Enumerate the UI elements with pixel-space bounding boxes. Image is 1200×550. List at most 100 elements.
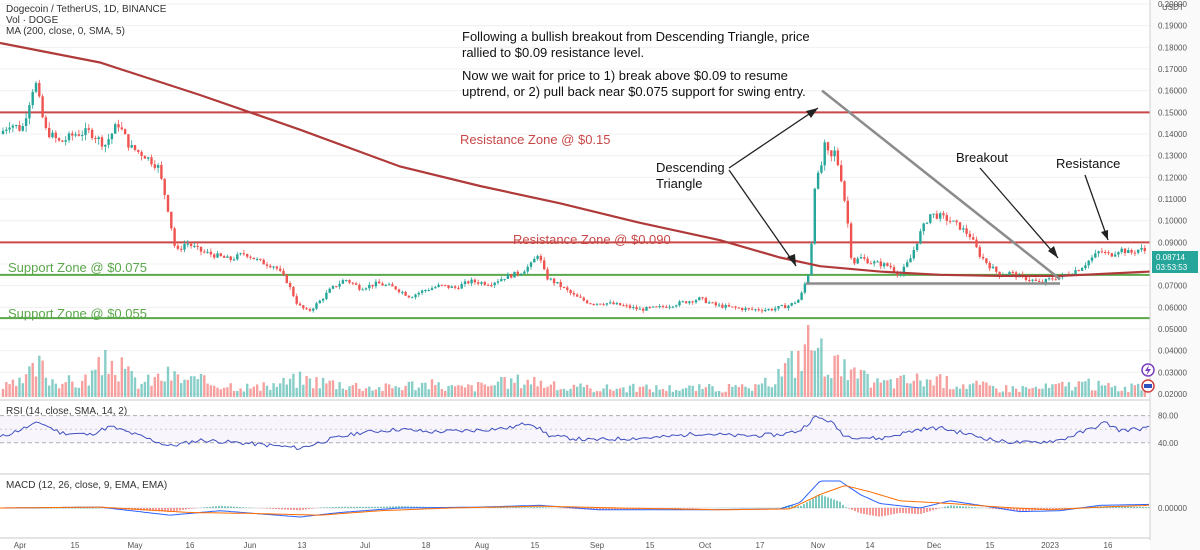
macd-histogram-bar xyxy=(545,507,547,508)
volume-bar xyxy=(787,358,790,397)
volume-bar xyxy=(104,349,107,397)
volume-bar xyxy=(120,357,123,397)
candle-body xyxy=(975,239,978,248)
volume-bar xyxy=(11,379,15,397)
candle-body xyxy=(566,287,569,291)
macd-histogram-bar xyxy=(515,507,517,508)
volume-bar xyxy=(813,350,816,397)
candle-body xyxy=(229,256,232,260)
macd-histogram-bar xyxy=(47,508,49,509)
candle-body xyxy=(658,306,661,308)
volume-bar xyxy=(222,387,226,397)
macd-histogram-bar xyxy=(206,507,208,508)
macd-histogram-bar xyxy=(185,508,187,510)
volume-bar xyxy=(704,387,708,397)
candle-body xyxy=(536,255,539,259)
candle-body xyxy=(892,267,896,272)
macd-histogram-bar xyxy=(212,506,214,508)
candle-body xyxy=(816,172,820,189)
volume-bar xyxy=(226,387,229,397)
candle-body xyxy=(364,288,368,290)
macd-histogram-bar xyxy=(806,502,808,508)
volume-bar xyxy=(457,385,460,397)
candle-body xyxy=(1113,254,1117,257)
volume-bar xyxy=(262,382,265,397)
macd-pane xyxy=(0,480,1150,518)
candle-body xyxy=(777,305,780,309)
volume-bar xyxy=(1110,387,1113,397)
candle-body xyxy=(133,145,137,150)
volume-bar xyxy=(463,387,467,397)
volume-bar xyxy=(754,384,757,397)
candle-body xyxy=(939,213,942,219)
volume-bar xyxy=(721,392,724,397)
volume-bar xyxy=(731,386,734,397)
triangle-upper-line xyxy=(821,89,1061,281)
candle-body xyxy=(803,283,807,293)
volume-bar xyxy=(836,354,840,397)
candle-body xyxy=(41,96,44,118)
candle-body xyxy=(1127,250,1130,254)
macd-histogram-bar xyxy=(992,508,994,509)
candle-body xyxy=(84,128,87,136)
volume-bar xyxy=(397,387,401,397)
macd-histogram-bar xyxy=(215,506,217,508)
macd-histogram-bar xyxy=(812,498,814,508)
volume-bar xyxy=(711,386,714,397)
volume-bar xyxy=(807,325,810,397)
volume-bar xyxy=(94,369,97,397)
candle-body xyxy=(186,243,189,245)
volume-bar xyxy=(318,388,321,397)
volume-bar xyxy=(981,381,985,397)
time-tick-label: Dec xyxy=(927,541,941,550)
volume-bar xyxy=(21,383,24,397)
volume-bar xyxy=(767,386,770,397)
candle-body xyxy=(493,282,496,286)
volume-bar xyxy=(589,388,592,397)
volume-bar xyxy=(401,390,404,397)
volume-bar xyxy=(292,373,295,397)
volume-bar xyxy=(15,385,18,397)
macd-histogram-bar xyxy=(1007,508,1009,511)
candle-body xyxy=(467,281,470,284)
macd-histogram-bar xyxy=(158,508,160,512)
volume-bar xyxy=(869,387,873,397)
macd-histogram-bar xyxy=(395,506,397,508)
macd-histogram-bar xyxy=(275,508,277,510)
macd-histogram-bar xyxy=(53,508,55,509)
volume-bar xyxy=(899,375,902,397)
volume-bar xyxy=(849,369,853,397)
macd-histogram-bar xyxy=(296,508,298,511)
volume-bar xyxy=(820,338,823,397)
volume-bar xyxy=(381,390,384,397)
volume-bar xyxy=(622,387,625,397)
candle-body xyxy=(315,303,318,309)
macd-histogram-bar xyxy=(377,506,379,508)
time-tick-label: 15 xyxy=(986,541,995,550)
macd-histogram-bar xyxy=(908,508,910,514)
volume-bar xyxy=(219,389,222,397)
macd-histogram-bar xyxy=(1124,506,1126,508)
candle-body xyxy=(308,309,312,311)
macd-histogram-bar xyxy=(1016,508,1018,512)
volume-bar xyxy=(272,383,275,397)
macd-histogram-bar xyxy=(863,508,865,515)
macd-histogram-bar xyxy=(359,506,361,508)
candle-body xyxy=(737,307,741,309)
macd-histogram-bar xyxy=(536,507,538,508)
volume-bar xyxy=(143,381,147,397)
volume-bar xyxy=(71,381,74,397)
macd-histogram-bar xyxy=(506,507,508,508)
volume-bar xyxy=(625,392,628,397)
volume-bar xyxy=(437,382,440,397)
time-tick-label: Nov xyxy=(811,541,825,550)
macd-histogram-bar xyxy=(209,506,211,508)
volume-bar xyxy=(206,383,209,397)
macd-histogram-bar xyxy=(686,508,688,509)
volume-bar xyxy=(74,387,77,397)
candle-body xyxy=(519,273,523,275)
price-tick-label: 0.17000 xyxy=(1158,65,1187,74)
candle-body xyxy=(651,306,655,308)
macd-histogram-bar xyxy=(329,507,331,508)
